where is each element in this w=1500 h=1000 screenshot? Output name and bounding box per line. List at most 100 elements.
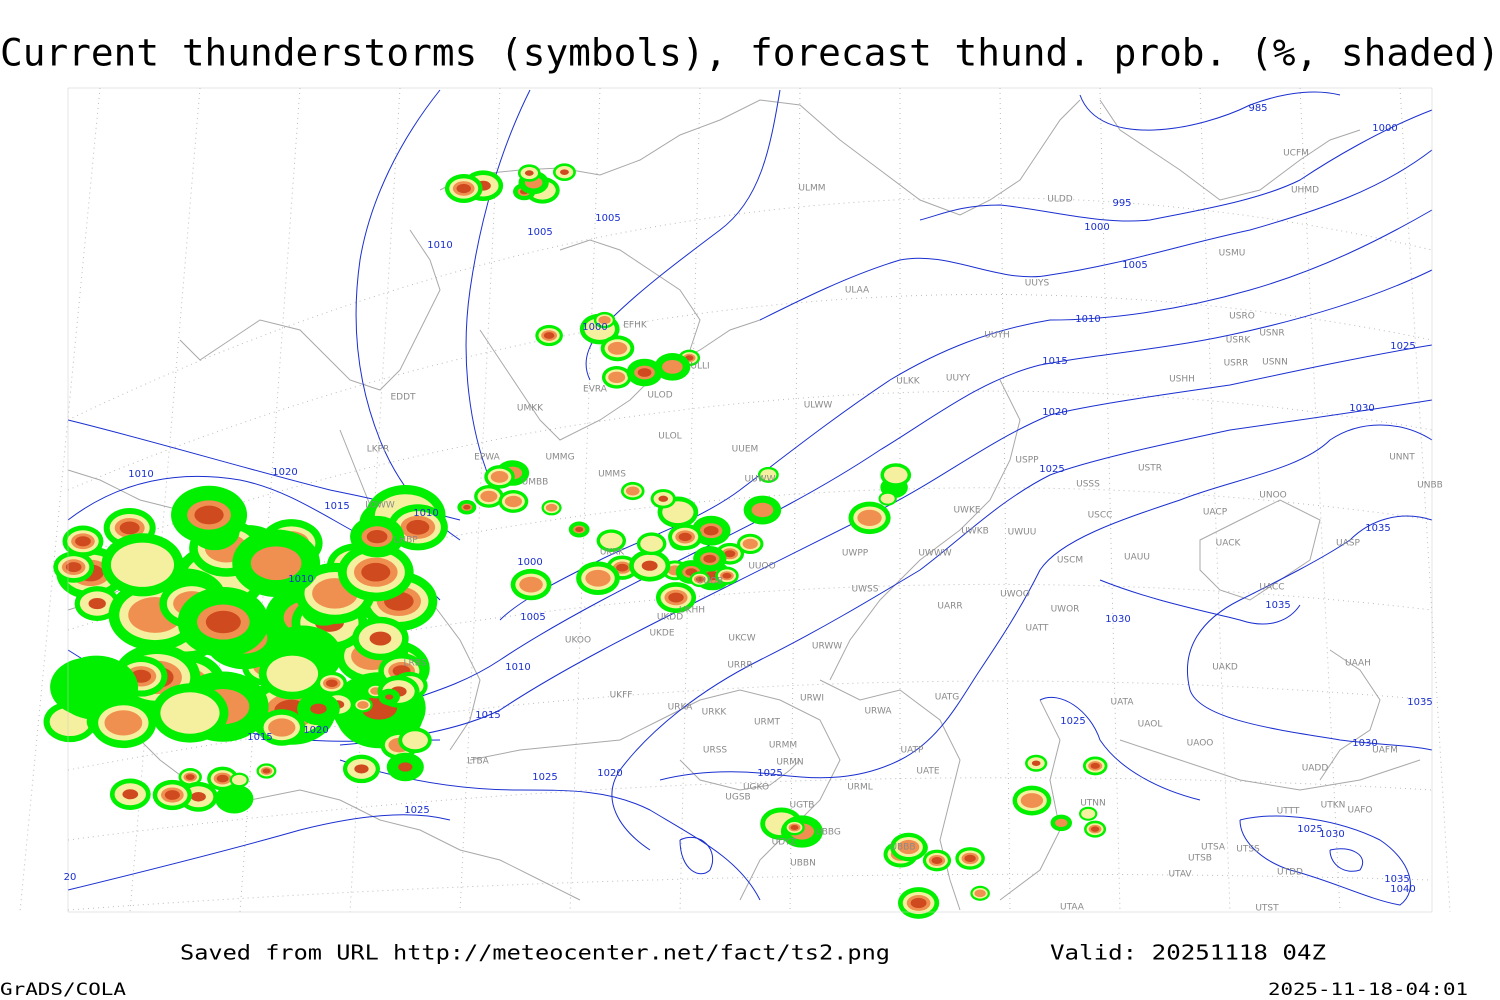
isobar-label: 1010 bbox=[288, 574, 313, 585]
station-label: UMKK bbox=[517, 404, 544, 414]
prob-area bbox=[215, 784, 254, 814]
isobar-label: 1025 bbox=[1039, 464, 1064, 475]
station-label: UUOO bbox=[748, 562, 775, 572]
prob-area bbox=[742, 538, 758, 549]
station-label: URWW bbox=[812, 642, 842, 652]
isobar-label: 995 bbox=[1112, 198, 1131, 209]
prob-area bbox=[385, 694, 394, 700]
prob-area bbox=[480, 490, 498, 503]
station-label: URML bbox=[847, 783, 873, 793]
station-label: UARR bbox=[937, 602, 962, 612]
station-label: USPP bbox=[1015, 456, 1039, 466]
station-label: UBBG bbox=[815, 828, 841, 838]
station-label: USHH bbox=[1169, 375, 1195, 385]
isobar-label: 1025 bbox=[404, 805, 429, 816]
prob-area bbox=[545, 503, 558, 512]
isobar-label: 1035 bbox=[1384, 874, 1409, 885]
prob-area bbox=[65, 562, 82, 573]
station-label: UATP bbox=[901, 746, 925, 756]
prob-area bbox=[703, 554, 717, 563]
isobar-label: 1005 bbox=[1122, 260, 1147, 271]
prob-area bbox=[543, 332, 555, 339]
station-label: UKKK bbox=[600, 548, 625, 558]
isobar-label: 1010 bbox=[427, 240, 452, 251]
parallel bbox=[67, 197, 1433, 421]
station-label: UDYZ bbox=[772, 838, 797, 848]
station-label: URRR bbox=[727, 661, 752, 671]
prob-area bbox=[216, 774, 229, 783]
station-label: USRO bbox=[1229, 312, 1255, 322]
station-label: USCM bbox=[1057, 556, 1083, 566]
prob-area bbox=[607, 341, 628, 355]
isobar-label: 1015 bbox=[247, 732, 272, 743]
station-label: UAOL bbox=[1138, 720, 1163, 730]
prob-area bbox=[695, 576, 704, 582]
station-label: UATG bbox=[935, 693, 960, 703]
station-label: ULDD bbox=[1047, 195, 1073, 205]
station-label: ULMM bbox=[798, 184, 825, 194]
station-label: USRR bbox=[1224, 359, 1249, 369]
software-credit: GrADS/COLA bbox=[0, 980, 126, 1000]
prob-area bbox=[119, 521, 140, 535]
prob-area bbox=[1055, 818, 1068, 828]
prob-area bbox=[974, 889, 986, 898]
prob-area bbox=[519, 576, 543, 593]
station-label: UATT bbox=[1026, 624, 1049, 634]
station-label: UAFO bbox=[1347, 806, 1372, 816]
station-label: UBBN bbox=[790, 859, 816, 869]
isobar-label: 1020 bbox=[303, 725, 328, 736]
prob-area bbox=[1090, 826, 1100, 832]
station-label: UUYH bbox=[984, 331, 1009, 341]
prob-area bbox=[262, 768, 271, 774]
prob-area bbox=[164, 790, 180, 800]
prob-area bbox=[560, 169, 569, 175]
prob-area bbox=[658, 495, 669, 502]
station-label: UUOB bbox=[697, 577, 723, 587]
prob-area bbox=[880, 493, 895, 504]
isobar-label: 1010 bbox=[128, 469, 153, 480]
prob-area bbox=[641, 560, 658, 571]
prob-area bbox=[585, 569, 611, 587]
station-label: UUEM bbox=[732, 445, 759, 455]
station-label: EVRA bbox=[583, 385, 608, 395]
station-label: ULAA bbox=[845, 286, 870, 296]
station-label: URMT bbox=[754, 718, 781, 728]
isobar-label: 1005 bbox=[527, 227, 552, 238]
prob-area bbox=[463, 504, 471, 510]
station-label: UNOO bbox=[1259, 491, 1287, 501]
station-label: UASP bbox=[1336, 539, 1360, 549]
prob-area bbox=[524, 170, 534, 176]
station-label: UATA bbox=[1110, 698, 1134, 708]
isobar-label: 985 bbox=[1248, 103, 1267, 114]
station-label: URKA bbox=[668, 703, 694, 713]
prob-area bbox=[456, 183, 471, 194]
prob-area bbox=[75, 536, 91, 547]
station-label: URWI bbox=[800, 694, 824, 704]
prob-area bbox=[1031, 760, 1041, 766]
station-label: ULWW bbox=[804, 401, 833, 411]
station-label: UGTB bbox=[790, 801, 815, 811]
isobar-label: 1010 bbox=[1075, 314, 1100, 325]
prob-area bbox=[724, 550, 736, 558]
station-label: UNNT bbox=[1389, 453, 1415, 463]
isobar-label: 1000 bbox=[1372, 123, 1397, 134]
station-label: UACC bbox=[1259, 583, 1284, 593]
station-label: UKDE bbox=[649, 629, 674, 639]
station-label: UAFM bbox=[1372, 746, 1398, 756]
station-label: UAOO bbox=[1187, 739, 1214, 749]
station-label: UKDD bbox=[657, 613, 683, 623]
station-label: UBBB bbox=[890, 843, 915, 853]
prob-area bbox=[662, 359, 683, 374]
station-label: UWWW bbox=[918, 549, 951, 559]
prob-area bbox=[231, 774, 247, 786]
prob-area bbox=[931, 857, 943, 864]
isobars bbox=[67, 89, 1433, 906]
prob-area bbox=[357, 701, 369, 709]
prob-area bbox=[490, 471, 509, 483]
prob-area bbox=[250, 546, 302, 581]
isobar-label: 1035 bbox=[1365, 523, 1390, 534]
station-label: USSS bbox=[1076, 480, 1100, 490]
prob-area bbox=[122, 789, 139, 800]
station-label: LOWW bbox=[365, 501, 395, 511]
station-label: UHMD bbox=[1291, 186, 1319, 196]
